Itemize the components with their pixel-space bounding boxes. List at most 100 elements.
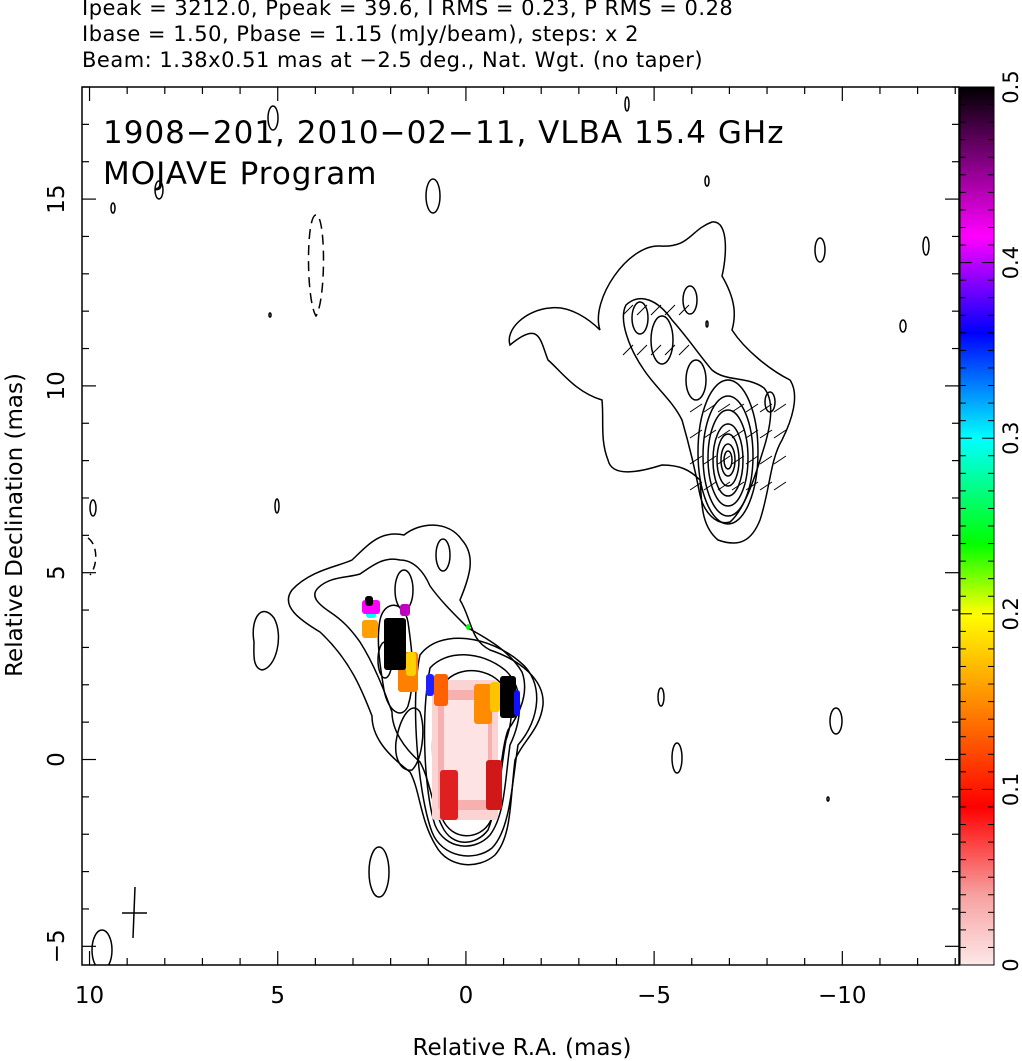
noise-contour [274, 498, 280, 514]
nw-contour [707, 409, 749, 507]
nw-contour [650, 315, 674, 365]
x-tick-label: 10 [75, 983, 104, 1009]
evpa-tick [773, 455, 787, 465]
evpa-tick [759, 429, 773, 439]
evpa-tick [689, 429, 703, 439]
y-axis: −5 0 5 10 15 [44, 86, 959, 963]
colorbar-tick-label: 0 [999, 958, 1022, 971]
negative-contour [87, 537, 97, 576]
nw-contour [508, 221, 796, 544]
jet-contour [252, 611, 280, 671]
noise-contour [624, 96, 630, 112]
polarization-color-layer [362, 596, 520, 820]
colorbar-axis: 0 0.1 0.2 0.3 0.4 0.5 [960, 70, 1022, 972]
evpa-tick [745, 403, 759, 413]
evpa-tick [745, 481, 759, 491]
evpa-tick [773, 481, 787, 491]
jet-contour [394, 707, 424, 771]
polarization-patch [406, 652, 416, 676]
polarization-patch [514, 690, 520, 716]
nw-contour [685, 359, 707, 401]
polarization-patch [486, 760, 502, 810]
nw-contour [682, 285, 698, 315]
nw-contour [702, 395, 754, 517]
nw-contour [723, 450, 733, 470]
polarization-patch [466, 624, 470, 630]
y-tick-label: 0 [44, 752, 70, 767]
negative-contour [307, 214, 325, 318]
jet-contour [435, 538, 451, 572]
y-tick-label: 5 [44, 565, 70, 580]
evpa-tick [689, 455, 703, 465]
nw-contour [716, 433, 740, 487]
evpa-tick [759, 455, 773, 465]
evpa-tick [703, 429, 717, 439]
noise-contour [268, 312, 272, 318]
noise-contour [922, 236, 930, 256]
x-tick-label: −5 [637, 983, 671, 1009]
evpa-tick [717, 429, 731, 439]
polarization-patch [440, 770, 458, 820]
evpa-tick [650, 304, 662, 316]
colorbar-tick-label: 0.3 [999, 421, 1022, 454]
jet-contour [368, 846, 390, 898]
evpa-tick [703, 481, 717, 491]
noise-contour [705, 320, 709, 328]
evpa-tick [678, 304, 690, 316]
evpa-tick [745, 455, 759, 465]
y-axis-label: Relative Declination (mas) [2, 373, 28, 677]
beam-marker [122, 886, 147, 939]
evpa-tick [650, 344, 662, 356]
polarization-patch [426, 674, 434, 696]
evpa-tick [636, 304, 648, 316]
nw-contour [631, 301, 649, 335]
contour-layer [87, 96, 930, 965]
core-contour [423, 654, 521, 847]
evpa-tick [731, 403, 745, 413]
colorbar-tick-label: 0.2 [999, 597, 1022, 630]
nw-contour [697, 379, 759, 525]
noise-contour [91, 929, 113, 965]
evpa-tick [731, 455, 745, 465]
evpa-tick [759, 403, 773, 413]
evpa-tick [731, 481, 745, 491]
noise-contour [671, 742, 683, 774]
evpa-tick [731, 429, 745, 439]
noise-contour [814, 237, 826, 263]
noise-contour [425, 178, 441, 214]
nw-contour [712, 423, 744, 497]
y-tick-label: 15 [44, 184, 70, 213]
evpa-tick [717, 481, 731, 491]
noise-contour [826, 796, 830, 802]
header-beam-line: Beam: 1.38x0.51 mas at −2.5 deg., Nat. W… [82, 48, 704, 72]
noise-contour [89, 499, 97, 517]
y-tick-label: 10 [44, 371, 70, 400]
x-tick-label: 0 [459, 983, 474, 1009]
polarization-patch [365, 596, 373, 606]
evpa-vectors [622, 304, 787, 491]
x-axis: 10 5 0 −5 −10 [75, 87, 956, 1009]
polarization-patch [500, 676, 516, 718]
evpa-tick [689, 403, 703, 413]
noise-contour [657, 687, 665, 707]
colorbar-tick-label: 0.5 [999, 70, 1022, 103]
nw-contour [720, 443, 736, 477]
x-tick-label: 5 [270, 983, 285, 1009]
polarization-patch [434, 674, 448, 706]
evpa-tick [622, 304, 634, 316]
noise-contour [829, 707, 843, 735]
program-annotation: MOJAVE Program [103, 156, 377, 192]
evpa-tick [678, 344, 690, 356]
evpa-tick [664, 304, 676, 316]
polarization-patch [384, 618, 406, 670]
x-tick-label: −10 [818, 983, 867, 1009]
evpa-tick [773, 429, 787, 439]
noise-contour [899, 319, 907, 333]
plot-frame [81, 86, 960, 966]
jet-contour [287, 524, 544, 866]
source-annotation: 1908−201, 2010−02−11, VLBA 15.4 GHz [103, 115, 784, 151]
evpa-tick [759, 481, 773, 491]
evpa-tick [664, 344, 676, 356]
x-axis-label: Relative R.A. (mas) [413, 1035, 632, 1061]
